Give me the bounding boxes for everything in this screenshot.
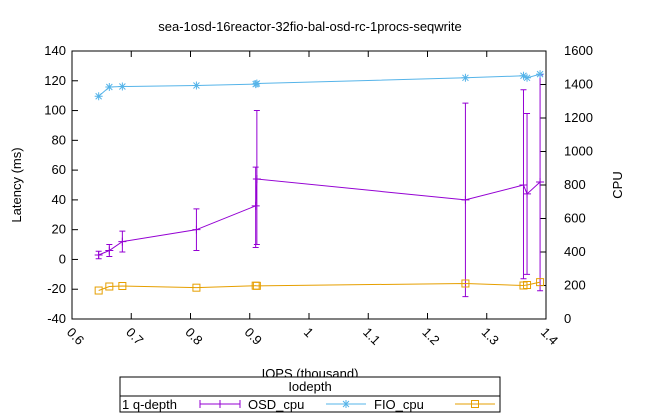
series-line (98, 73, 541, 97)
legend-sample-caps (199, 400, 241, 408)
y2-tick-label: 1200 (564, 110, 593, 125)
data-point (94, 92, 103, 101)
data-point (94, 250, 103, 259)
axes-group: -40-200204060801001201400200400600800100… (44, 43, 593, 348)
chart-title: sea-1osd-16reactor-32fio-bal-osd-rc-1pro… (158, 19, 461, 34)
legend-title: Iodepth (288, 379, 331, 394)
data-point (105, 246, 114, 255)
y2-tick-label: 0 (564, 311, 571, 326)
series-line (98, 178, 541, 256)
x-tick-label: 1 (301, 325, 317, 341)
data-point (251, 201, 260, 210)
data-point (461, 279, 470, 288)
legend: Iodepth 1 q-depth OSD_cpu FIO_cpu (119, 376, 501, 413)
data-point (523, 189, 532, 198)
data-point (252, 281, 261, 290)
series-fio-cpu-2 (94, 278, 545, 295)
x-tick-label: 1.3 (479, 325, 502, 348)
data-point (105, 83, 114, 92)
legend-box (119, 376, 501, 413)
data-point (192, 225, 201, 234)
series-fio-cpu-1 (94, 70, 545, 101)
y2-tick-label: 1000 (564, 144, 593, 159)
x-tick-label: 1.4 (538, 325, 561, 348)
x-tick-label: 0.7 (123, 325, 146, 348)
data-point (536, 70, 545, 79)
data-point (105, 282, 114, 291)
data-point (192, 81, 201, 90)
y-axis-label: Latency (ms) (9, 147, 24, 222)
legend-sample-marker (216, 400, 224, 408)
data-point (536, 178, 545, 187)
y-tick-label: 100 (44, 103, 66, 118)
data-point (192, 283, 201, 292)
series-layer (94, 70, 545, 298)
y-tick-label: -40 (47, 311, 66, 326)
legend-entry-osd-cpu-label: OSD_cpu (248, 397, 304, 412)
data-point (519, 71, 528, 80)
legend-row-label: 1 q-depth (122, 397, 177, 412)
y-tick-label: 0 (59, 251, 66, 266)
x-tick-label: 0.6 (64, 325, 87, 348)
data-point (252, 175, 261, 184)
legend-entry-fio-cpu-2-sample (455, 400, 495, 408)
data-point (461, 195, 470, 204)
y-tick-label: -20 (47, 281, 66, 296)
legend-entry-osd-cpu-sample (199, 400, 241, 408)
data-point (523, 280, 532, 289)
x-tick-label: 0.8 (182, 325, 205, 348)
data-point (94, 286, 103, 295)
y-tick-label: 80 (52, 132, 66, 147)
y2-tick-label: 400 (564, 244, 586, 259)
x-tick-label: 1.2 (419, 325, 442, 348)
y-tick-label: 60 (52, 162, 66, 177)
data-point (519, 181, 528, 189)
data-point (118, 82, 127, 91)
y-tick-label: 40 (52, 192, 66, 207)
y2-tick-label: 1400 (564, 77, 593, 92)
data-point (461, 73, 470, 82)
data-point (523, 73, 532, 82)
legend-entry-fio-cpu-label: FIO_cpu (374, 397, 424, 412)
y2-axis-label: CPU (610, 171, 625, 198)
series-line (98, 281, 541, 291)
data-point (536, 278, 545, 287)
y2-tick-label: 600 (564, 211, 586, 226)
data-point (118, 237, 127, 246)
data-point (252, 79, 261, 88)
y2-tick-label: 800 (564, 177, 586, 192)
y-tick-label: 120 (44, 73, 66, 88)
data-point (118, 282, 127, 291)
legend-sample-marker (342, 400, 350, 408)
y-tick-label: 140 (44, 43, 66, 58)
legend-entry-fio-cpu-sample (326, 400, 366, 408)
legend-sample-marker (471, 400, 479, 408)
plot-frame (71, 50, 547, 320)
x-tick-label: 0.9 (242, 325, 265, 348)
y2-tick-label: 200 (564, 278, 586, 293)
x-tick-label: 1.1 (360, 325, 383, 348)
y-tick-label: 20 (52, 222, 66, 237)
series-osd-cpu-0 (94, 74, 545, 298)
y2-tick-label: 1600 (564, 43, 593, 58)
